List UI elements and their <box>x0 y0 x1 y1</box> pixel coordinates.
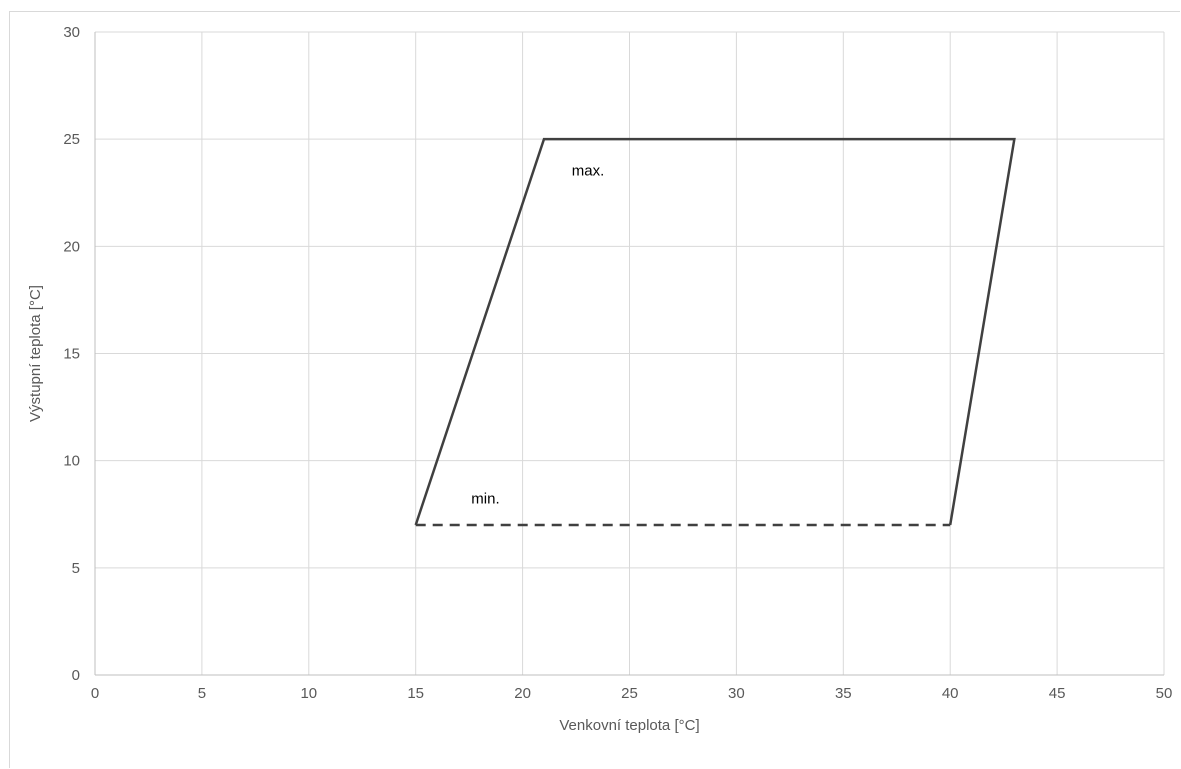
y-tick-label: 25 <box>63 131 80 148</box>
y-tick-label: 5 <box>72 560 80 577</box>
x-tick-label: 10 <box>300 685 317 702</box>
x-tick-label: 5 <box>198 685 206 702</box>
y-tick-label: 15 <box>63 346 80 363</box>
y-tick-label: 0 <box>72 667 80 684</box>
x-tick-label: 0 <box>91 685 99 702</box>
annotation-label: min. <box>471 491 499 508</box>
grid-lines <box>95 31 1165 675</box>
y-tick-label: 20 <box>63 238 80 255</box>
x-tick-label: 40 <box>942 685 959 702</box>
y-axis-title: Výstupní teplota [°C] <box>27 285 44 422</box>
axes <box>94 32 1164 676</box>
x-tick-label: 35 <box>835 685 852 702</box>
y-tick-label: 10 <box>63 453 80 470</box>
x-tick-label: 45 <box>1049 685 1066 702</box>
x-axis-title: Venkovní teplota [°C] <box>559 717 699 734</box>
x-tick-label: 50 <box>1156 685 1173 702</box>
x-tick-label: 15 <box>407 685 424 702</box>
series <box>414 137 1016 527</box>
y-tick-label: 30 <box>63 24 80 41</box>
annotation-label: max. <box>572 163 605 180</box>
envelope-boundary-line <box>414 137 1016 526</box>
x-tick-label: 25 <box>621 685 638 702</box>
tick-labels: 0 5 10 15 20 25 30 35 40 45 50 0 5 10 15 20 25 30 <box>63 24 1172 702</box>
annotations: max. min. <box>471 163 604 508</box>
chart-frame <box>9 11 1180 768</box>
x-tick-label: 30 <box>728 685 745 702</box>
x-tick-label: 20 <box>514 685 531 702</box>
